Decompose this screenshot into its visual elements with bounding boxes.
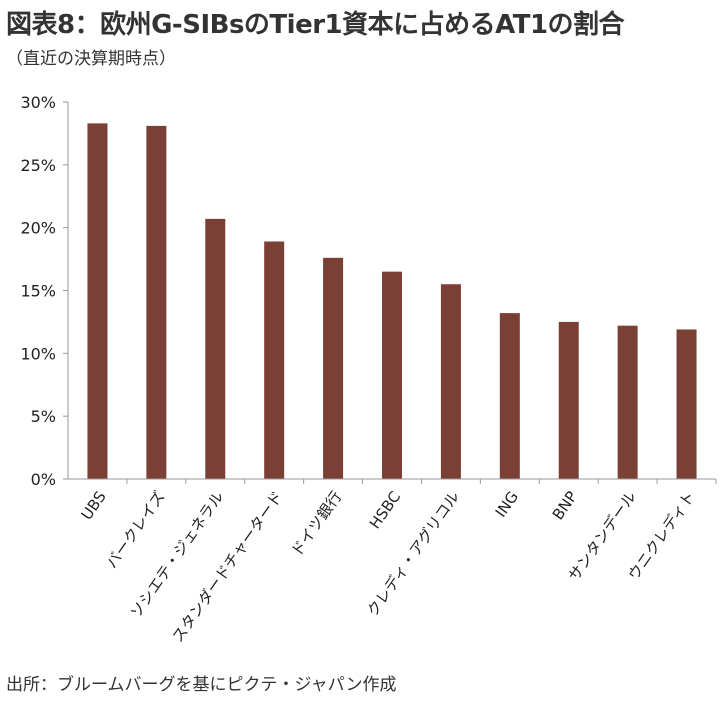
bar (499, 313, 520, 479)
category-label: HSBC (366, 488, 404, 532)
bar (264, 241, 285, 479)
y-tick-label: 10% (20, 344, 56, 363)
bar (323, 257, 344, 479)
category-label: ING (492, 488, 522, 521)
bar (617, 325, 638, 479)
bar (382, 271, 402, 479)
category-label: ドイツ銀行 (288, 488, 346, 560)
y-tick-label: 25% (20, 156, 56, 175)
y-tick-label: 0% (31, 470, 56, 489)
bar (676, 329, 697, 479)
bar (558, 321, 579, 479)
chart-subtitle: （直近の決算期時点） (6, 49, 176, 69)
category-label: スタンダードチャータード (169, 488, 287, 646)
y-tick-label: 15% (20, 282, 56, 301)
bar (146, 125, 167, 480)
bar (87, 123, 108, 479)
bars (87, 123, 697, 480)
bar-chart: 0%5%10%15%20%25%30% UBSバークレイズソシエテ・ジェネラルス… (20, 93, 717, 646)
y-tick-label: 30% (20, 93, 56, 112)
y-tick-label: 20% (20, 219, 56, 238)
x-axis-ticks (126, 479, 717, 484)
bar (440, 284, 461, 479)
category-label: UBS (77, 488, 109, 523)
bar (205, 218, 226, 479)
category-label: バークレイズ (103, 488, 169, 572)
source-note: 出所：ブルームバーグを基にピクテ・ジャパン作成 (6, 675, 397, 695)
chart-title: 図表8：欧州G-SIBsのTier1資本に占めるAT1の割合 (6, 10, 625, 40)
category-label: BNP (549, 488, 581, 523)
y-tick-label: 5% (31, 407, 56, 426)
y-axis-ticks: 0% 5% 10% 15% 20% 25% 30% (20, 93, 68, 489)
